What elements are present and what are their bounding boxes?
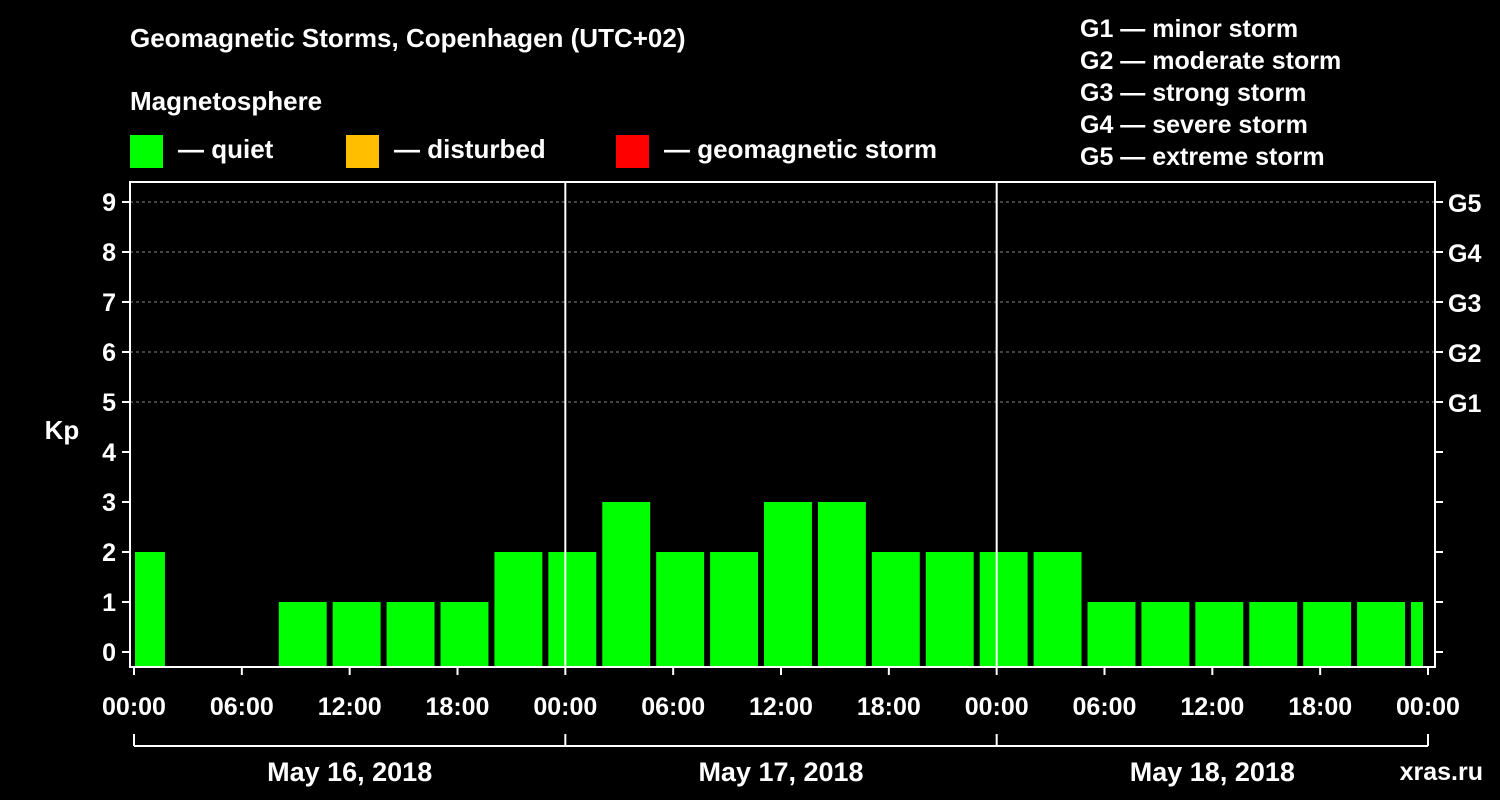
legend-label-storm: — geomagnetic storm (664, 134, 938, 164)
kp-bar (1195, 602, 1244, 667)
legend-swatch-quiet (130, 135, 163, 168)
x-tick-label: 00:00 (533, 693, 597, 721)
x-tick-label: 18:00 (857, 693, 921, 721)
y-tick-label: 6 (102, 339, 116, 367)
kp-bar (1033, 552, 1082, 667)
x-tick-label: 06:00 (210, 693, 274, 721)
date-label: May 16, 2018 (267, 757, 432, 787)
x-tick-label: 06:00 (641, 693, 705, 721)
kp-bar (710, 552, 759, 667)
kp-bar (278, 602, 327, 667)
storm-level-g1: G1 — minor storm (1080, 15, 1299, 43)
storm-axis-label: G4 (1448, 240, 1481, 268)
legend-title: Magnetosphere (130, 86, 323, 116)
x-tick-label: 06:00 (1073, 693, 1137, 721)
kp-bar (1087, 602, 1136, 667)
kp-bar (925, 552, 974, 667)
kp-bar (386, 602, 435, 667)
x-tick-label: 18:00 (426, 693, 490, 721)
kp-bar (494, 552, 543, 667)
y-tick-label: 5 (102, 389, 116, 417)
storm-axis-label: G1 (1448, 390, 1481, 418)
kp-bar (1303, 602, 1352, 667)
x-tick-label: 00:00 (965, 693, 1029, 721)
legend-swatch-storm (616, 135, 649, 168)
legend-label-quiet: — quiet (178, 134, 274, 164)
x-tick-label: 18:00 (1288, 693, 1352, 721)
kp-bar (764, 502, 812, 667)
y-axis-label: Kp (45, 415, 80, 445)
legend-label-disturbed: — disturbed (394, 134, 546, 164)
y-tick-label: 4 (102, 439, 116, 467)
storm-axis-label: G2 (1448, 340, 1481, 368)
date-label: May 17, 2018 (698, 757, 863, 787)
x-tick-label: 12:00 (749, 693, 813, 721)
watermark: xras.ru (1400, 758, 1483, 786)
kp-bar (1249, 602, 1298, 667)
date-label: May 18, 2018 (1130, 757, 1295, 787)
kp-bar (656, 552, 705, 667)
kp-bar (548, 552, 597, 667)
legend-swatch-disturbed (346, 135, 379, 168)
kp-bar (332, 602, 381, 667)
plot-frame (129, 181, 1436, 668)
kp-bar (602, 502, 651, 667)
kp-bar (817, 502, 866, 667)
kp-bar (440, 602, 489, 667)
kp-bar (1357, 602, 1406, 667)
kp-bar (1141, 602, 1190, 667)
y-tick-label: 8 (102, 239, 116, 267)
y-tick-label: 7 (102, 289, 116, 317)
x-tick-label: 00:00 (102, 693, 166, 721)
storm-axis-label: G5 (1448, 190, 1481, 218)
storm-level-g2: G2 — moderate storm (1080, 47, 1342, 75)
storm-level-g4: G4 — severe storm (1080, 111, 1308, 139)
x-tick-label: 12:00 (318, 693, 382, 721)
kp-bar (871, 552, 920, 667)
y-tick-label: 3 (102, 489, 116, 517)
storm-level-g3: G3 — strong storm (1080, 79, 1307, 107)
storm-axis-label: G3 (1448, 290, 1481, 318)
x-tick-label: 00:00 (1396, 693, 1460, 721)
kp-bar (135, 552, 165, 667)
chart-title: Geomagnetic Storms, Copenhagen (UTC+02) (130, 23, 686, 53)
storm-level-g5: G5 — extreme storm (1080, 143, 1325, 171)
kp-bar (979, 552, 1028, 667)
y-tick-label: 9 (102, 189, 116, 217)
y-tick-label: 2 (102, 539, 116, 567)
y-tick-label: 1 (102, 589, 116, 617)
x-tick-label: 12:00 (1180, 693, 1244, 721)
kp-bar (1411, 602, 1423, 667)
y-tick-label: 0 (102, 639, 116, 667)
